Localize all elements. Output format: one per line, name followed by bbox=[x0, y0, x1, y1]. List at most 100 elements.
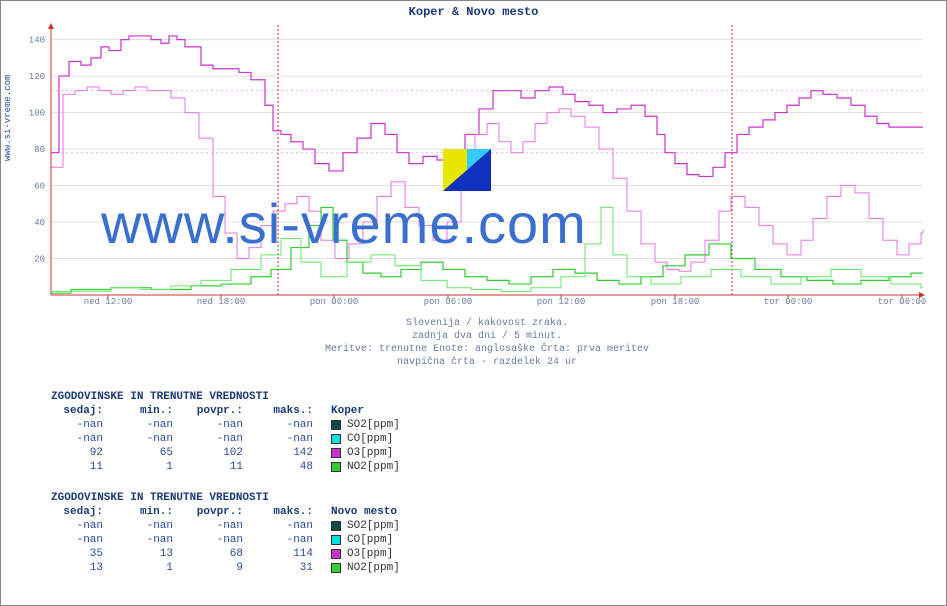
subcaption-line-3: Meritve: trenutne Enote: anglosaške Črta… bbox=[51, 343, 923, 356]
stat-value: -nan bbox=[181, 534, 251, 546]
subcaption-line-1: Slovenija / kakovost zraka. bbox=[51, 317, 923, 330]
chart-svg: 20406080100120140 bbox=[51, 25, 923, 295]
table-row: -nan-nan-nan-nanCO[ppm] bbox=[51, 533, 551, 547]
stat-value: 13 bbox=[111, 548, 181, 560]
legend-swatch-icon bbox=[331, 420, 341, 430]
subcaption-line-2: zadnja dva dni / 5 minut. bbox=[51, 330, 923, 343]
column-header: maks.: bbox=[251, 506, 321, 518]
stat-value: -nan bbox=[251, 534, 321, 546]
stat-value: -nan bbox=[181, 419, 251, 431]
stat-value: -nan bbox=[181, 433, 251, 445]
legend-label: O3[ppm] bbox=[347, 447, 393, 459]
x-tick-label: pon 06:00 bbox=[424, 297, 473, 307]
legend-swatch-icon bbox=[331, 448, 341, 458]
stat-value: 114 bbox=[251, 548, 321, 560]
stat-value: -nan bbox=[51, 419, 111, 431]
stat-value: -nan bbox=[181, 520, 251, 532]
svg-text:40: 40 bbox=[34, 218, 45, 228]
location-header: Novo mesto bbox=[331, 506, 397, 518]
chart-container: Koper & Novo mesto www.si-vreme.com 2040… bbox=[0, 0, 947, 606]
stat-value: 48 bbox=[251, 461, 321, 473]
svg-text:140: 140 bbox=[29, 36, 45, 46]
legend-swatch-icon bbox=[331, 434, 341, 444]
column-header: sedaj: bbox=[51, 405, 111, 417]
stat-value: -nan bbox=[111, 520, 181, 532]
stats-table-title: ZGODOVINSKE IN TRENUTNE VREDNOSTI bbox=[51, 492, 551, 504]
stat-value: -nan bbox=[111, 534, 181, 546]
subcaption-line-4: navpična črta - razdelek 24 ur bbox=[51, 356, 923, 369]
x-tick-label: pon 18:00 bbox=[651, 297, 700, 307]
x-tick-label: ned 18:00 bbox=[197, 297, 246, 307]
stats-tables: ZGODOVINSKE IN TRENUTNE VREDNOSTIsedaj:m… bbox=[51, 391, 551, 593]
column-header: maks.: bbox=[251, 405, 321, 417]
legend-label: NO2[ppm] bbox=[347, 461, 400, 473]
svg-text:60: 60 bbox=[34, 182, 45, 192]
plot-area: 20406080100120140 bbox=[51, 25, 923, 295]
stat-value: 68 bbox=[181, 548, 251, 560]
chart-title: Koper & Novo mesto bbox=[1, 1, 946, 21]
stat-value: 13 bbox=[51, 562, 111, 574]
legend-label: SO2[ppm] bbox=[347, 520, 400, 532]
legend-label: NO2[ppm] bbox=[347, 562, 400, 574]
legend-swatch-icon bbox=[331, 563, 341, 573]
legend-swatch-icon bbox=[331, 521, 341, 531]
table-row: 1111148NO2[ppm] bbox=[51, 460, 551, 474]
stat-value: 1 bbox=[111, 461, 181, 473]
stat-value: -nan bbox=[51, 534, 111, 546]
stat-value: -nan bbox=[251, 433, 321, 445]
x-axis-labels: ned 12:00 ned 18:00 pon 00:00 pon 06:00 pon … bbox=[51, 297, 923, 311]
stat-value: 11 bbox=[51, 461, 111, 473]
legend-swatch-icon bbox=[331, 535, 341, 545]
title-loc-a: Koper bbox=[409, 5, 445, 19]
stat-value: 31 bbox=[251, 562, 321, 574]
stats-table-header: sedaj:min.:povpr.:maks.: Koper bbox=[51, 404, 551, 418]
stat-value: 11 bbox=[181, 461, 251, 473]
legend-label: CO[ppm] bbox=[347, 433, 393, 445]
x-tick-label: ned 12:00 bbox=[84, 297, 133, 307]
stat-value: 102 bbox=[181, 447, 251, 459]
column-header: sedaj: bbox=[51, 506, 111, 518]
table-row: 9265102142O3[ppm] bbox=[51, 446, 551, 460]
x-tick-label: pon 12:00 bbox=[537, 297, 586, 307]
svg-text:80: 80 bbox=[34, 145, 45, 155]
svg-text:20: 20 bbox=[34, 255, 45, 265]
stat-value: -nan bbox=[111, 433, 181, 445]
stat-value: -nan bbox=[51, 520, 111, 532]
legend-label: SO2[ppm] bbox=[347, 419, 400, 431]
y-axis-label: www.si-vreme.com bbox=[3, 75, 13, 161]
legend-swatch-icon bbox=[331, 462, 341, 472]
legend-swatch-icon bbox=[331, 549, 341, 559]
stats-table: ZGODOVINSKE IN TRENUTNE VREDNOSTIsedaj:m… bbox=[51, 391, 551, 474]
column-header: min.: bbox=[111, 405, 181, 417]
x-tick-label: tor 06:00 bbox=[878, 297, 927, 307]
stat-value: 65 bbox=[111, 447, 181, 459]
stats-table-header: sedaj:min.:povpr.:maks.: Novo mesto bbox=[51, 505, 551, 519]
table-row: -nan-nan-nan-nanCO[ppm] bbox=[51, 432, 551, 446]
subcaption: Slovenija / kakovost zraka. zadnja dva d… bbox=[51, 317, 923, 369]
stat-value: -nan bbox=[251, 419, 321, 431]
stat-value: 35 bbox=[51, 548, 111, 560]
stat-value: 1 bbox=[111, 562, 181, 574]
table-row: 351368114 O3[ppm] bbox=[51, 547, 551, 561]
column-header: povpr.: bbox=[181, 506, 251, 518]
legend-label: O3[ppm] bbox=[347, 548, 393, 560]
svg-text:100: 100 bbox=[29, 109, 45, 119]
stat-value: 9 bbox=[181, 562, 251, 574]
stats-table-title: ZGODOVINSKE IN TRENUTNE VREDNOSTI bbox=[51, 391, 551, 403]
stat-value: 92 bbox=[51, 447, 111, 459]
stats-table: ZGODOVINSKE IN TRENUTNE VREDNOSTIsedaj:m… bbox=[51, 492, 551, 575]
stat-value: -nan bbox=[51, 433, 111, 445]
table-row: 131931 NO2[ppm] bbox=[51, 561, 551, 575]
stat-value: -nan bbox=[111, 419, 181, 431]
table-row: -nan-nan-nan-nanSO2[ppm] bbox=[51, 519, 551, 533]
title-amp: & bbox=[445, 5, 467, 19]
location-header: Koper bbox=[331, 405, 364, 417]
x-tick-label: pon 00:00 bbox=[310, 297, 359, 307]
column-header: min.: bbox=[111, 506, 181, 518]
svg-text:120: 120 bbox=[29, 72, 45, 82]
legend-label: CO[ppm] bbox=[347, 534, 393, 546]
stat-value: -nan bbox=[251, 520, 321, 532]
column-header: povpr.: bbox=[181, 405, 251, 417]
title-loc-b: Novo mesto bbox=[466, 5, 538, 19]
x-tick-label: tor 00:00 bbox=[764, 297, 813, 307]
